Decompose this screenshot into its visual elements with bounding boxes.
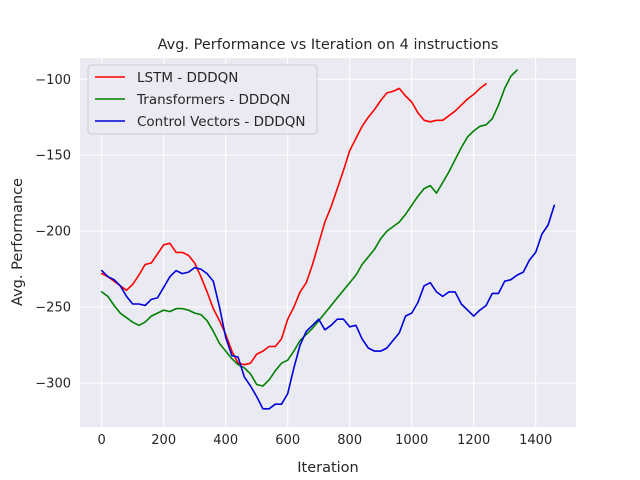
x-tick-label: 1000 <box>395 433 428 448</box>
x-tick-label: 1200 <box>457 433 490 448</box>
x-tick-label: 200 <box>151 433 176 448</box>
x-tick-label: 600 <box>275 433 300 448</box>
y-tick-label: −300 <box>35 376 71 391</box>
lstm-series-line <box>100 83 487 366</box>
y-tick-label: −100 <box>35 73 71 88</box>
legend-label-transformers: Transformers - DDDQN <box>136 92 290 108</box>
x-axis-label: Iteration <box>297 460 359 476</box>
x-tick-label: 1400 <box>519 433 552 448</box>
y-tick-label: −200 <box>35 225 71 240</box>
x-tick-label: 0 <box>98 433 106 448</box>
series-lines <box>100 69 556 410</box>
y-tick-label: −150 <box>35 149 71 164</box>
transformers-series-line <box>100 69 518 387</box>
control-vectors-series-line <box>100 204 556 410</box>
chart-title: Avg. Performance vs Iteration on 4 instr… <box>158 37 499 53</box>
x-tick-label: 400 <box>213 433 238 448</box>
legend-box <box>87 64 318 135</box>
legend-label-control-vectors: Control Vectors - DDDQN <box>137 114 306 130</box>
y-tick-label: −250 <box>35 301 71 316</box>
legend: LSTM - DDDQN Transformers - DDDQN Contro… <box>87 64 318 135</box>
y-tick-labels: −300 −250 −200 −150 −100 <box>35 73 71 392</box>
y-axis-label: Avg. Performance <box>10 178 26 306</box>
x-tick-label: 800 <box>337 433 362 448</box>
x-tick-labels: 0 200 400 600 800 1000 1200 1400 <box>98 433 553 448</box>
legend-label-lstm: LSTM - DDDQN <box>137 70 238 86</box>
